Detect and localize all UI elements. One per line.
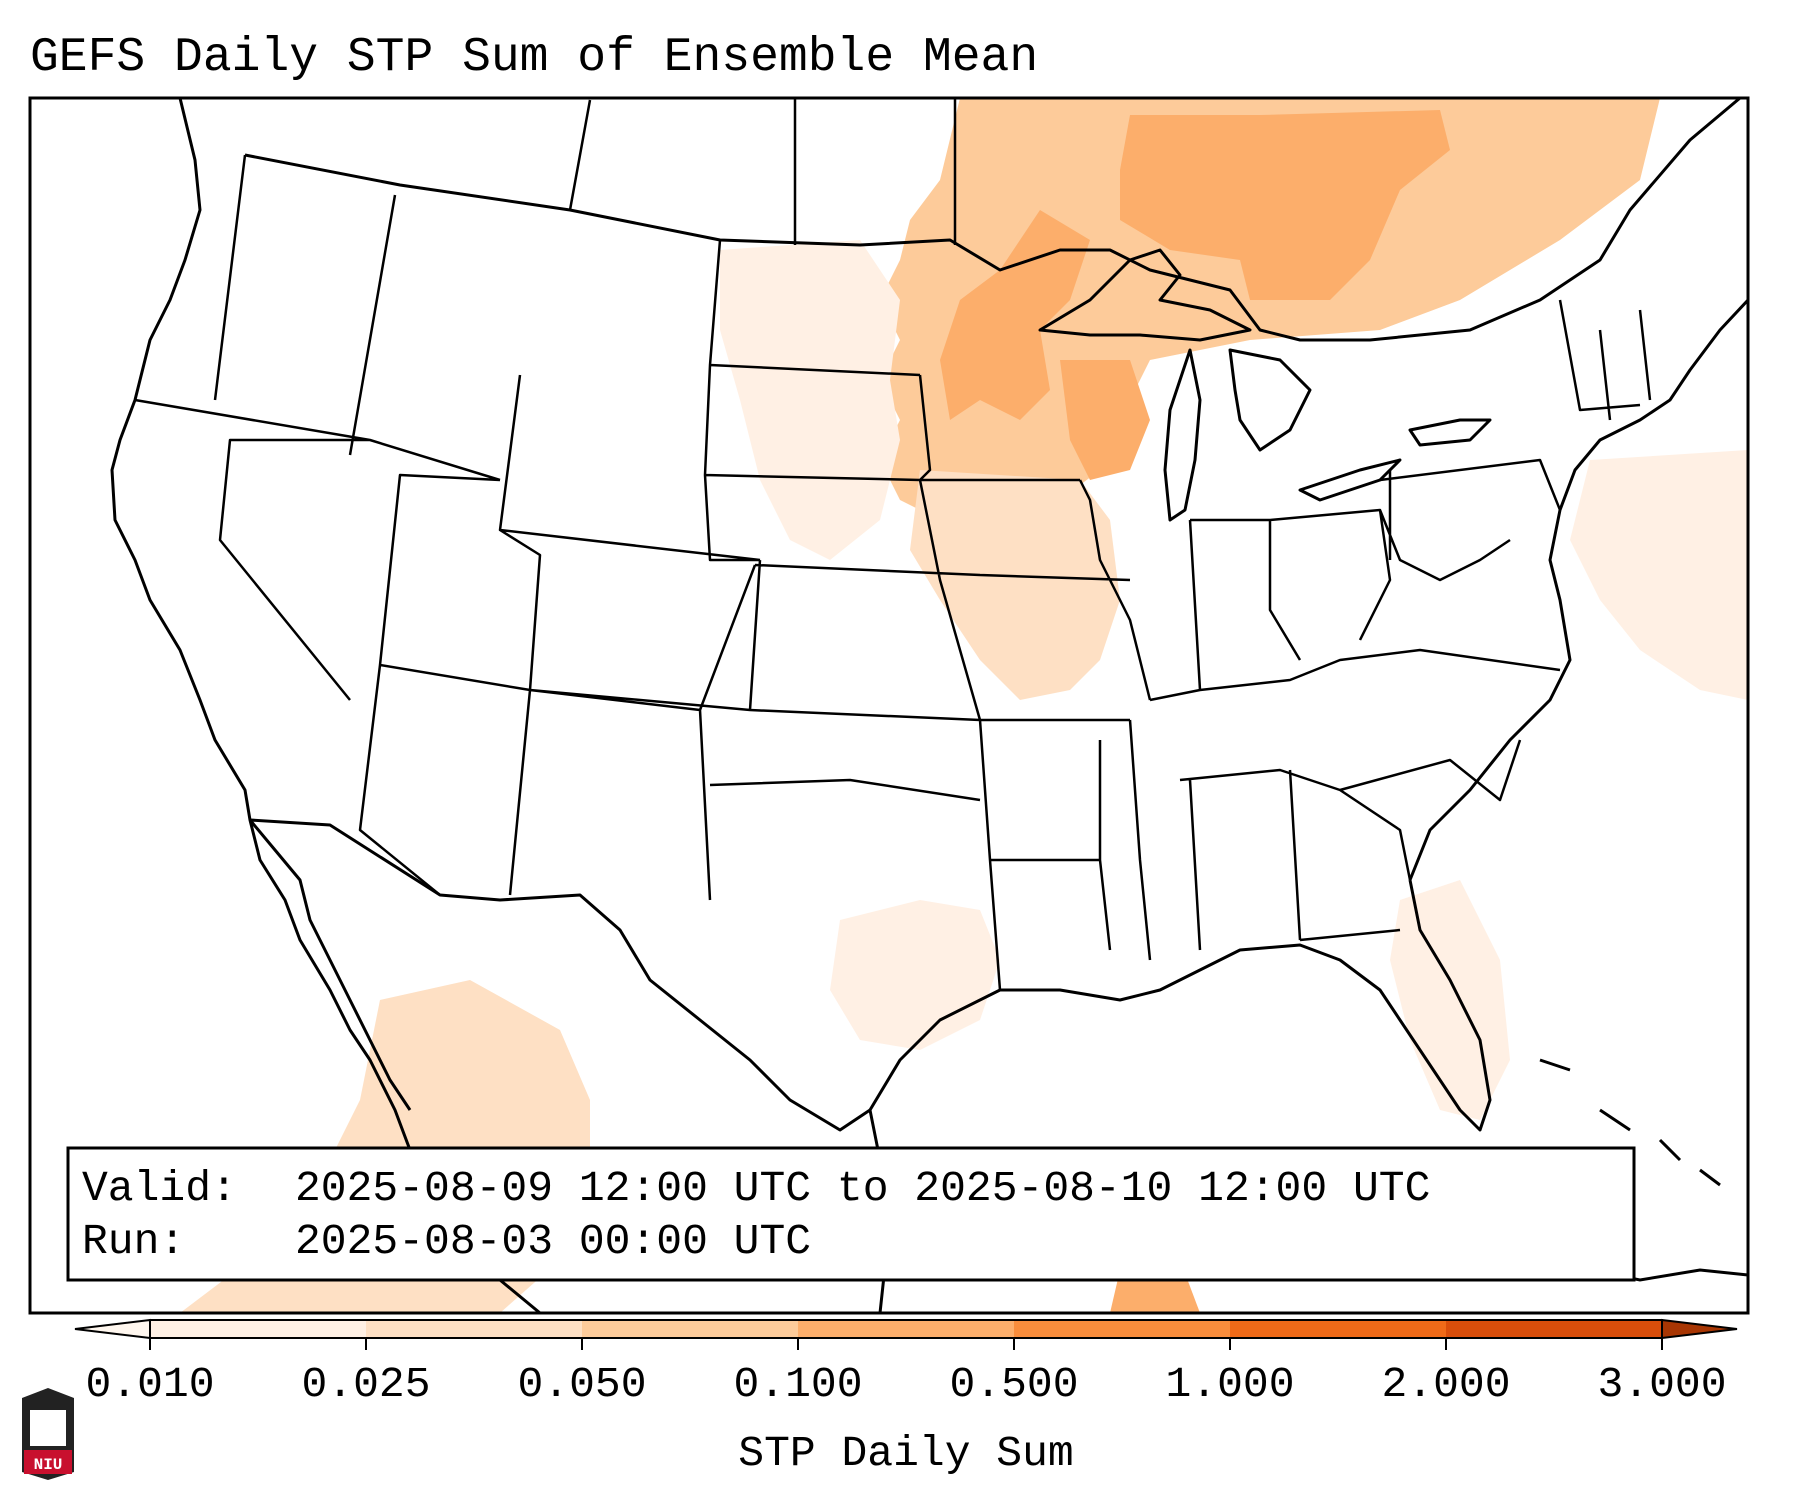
colorbar-border xyxy=(149,1319,1663,1339)
info-box-border xyxy=(66,1146,1636,1282)
colorbar-ticks: 0.010 0.025 0.050 0.100 0.500 1.000 2.000 3.000 xyxy=(85,1338,1727,1409)
shading-upper-midwest-ontario-core xyxy=(1120,110,1450,300)
colorbar-extend-min xyxy=(74,1318,151,1340)
bahamas-outline xyxy=(1539,1058,1721,1187)
colorbar-tick-label: 3.000 xyxy=(1597,1360,1726,1409)
info-box: Valid: 2025-08-09 12:00 UTC to 2025-08-1… xyxy=(66,1146,1636,1282)
lake-ontario xyxy=(1408,418,1492,447)
shading-florida-southeast xyxy=(1390,880,1510,1120)
colorbar-tick-label: 0.050 xyxy=(517,1360,646,1409)
colorbar-tick-label: 1.000 xyxy=(1165,1360,1294,1409)
valid-value: 2025-08-09 12:00 UTC to 2025-08-10 12:00… xyxy=(295,1164,1430,1213)
colorbar-segment xyxy=(150,1320,367,1338)
niu-logo: NIU xyxy=(22,1388,74,1480)
shading-atlantic-offshore xyxy=(1570,450,1748,700)
colorbar-tick-label: 0.025 xyxy=(301,1360,430,1409)
valid-label: Valid: xyxy=(82,1164,237,1213)
lake-michigan xyxy=(1163,348,1202,522)
colorbar-segment xyxy=(1014,1320,1231,1338)
logo-building xyxy=(30,1410,66,1446)
colorbar-tick-label: 2.000 xyxy=(1381,1360,1510,1409)
coastline-east xyxy=(1408,298,1748,881)
colorbar-tick-label: 0.100 xyxy=(733,1360,862,1409)
shading-wisconsin-core xyxy=(1060,360,1150,480)
colorbar-tick-label: 0.500 xyxy=(949,1360,1078,1409)
shading-nebraska-dakotas xyxy=(720,240,900,560)
lake-superior xyxy=(1038,248,1252,342)
colorbar-segment xyxy=(366,1320,583,1338)
coastline-gulf xyxy=(868,879,1492,1132)
map-outlines xyxy=(110,98,1748,1313)
coastline-baja xyxy=(248,819,412,1111)
state-lines xyxy=(134,98,1652,991)
border-mexico xyxy=(249,818,871,1132)
colorbar-segment xyxy=(582,1320,799,1338)
map-frame xyxy=(28,96,1750,1315)
logo-text: NIU xyxy=(34,1456,63,1474)
colorbar-segments xyxy=(74,1318,1738,1340)
colorbar-segment xyxy=(1230,1320,1447,1338)
colorbar-label: STP Daily Sum xyxy=(738,1429,1073,1478)
logo-band xyxy=(24,1450,72,1474)
run-value: 2025-08-03 00:00 UTC xyxy=(295,1217,811,1266)
coastline-west xyxy=(110,98,541,1313)
lake-huron xyxy=(1228,348,1312,452)
map-panel xyxy=(30,98,1748,1313)
border-canada xyxy=(244,98,1741,342)
colorbar: 0.010 0.025 0.050 0.100 0.500 1.000 2.000 3.000… xyxy=(74,1318,1738,1478)
colorbar-segment xyxy=(1446,1320,1663,1338)
colorbar-segment xyxy=(798,1320,1015,1338)
colorbar-extend-max xyxy=(1661,1318,1738,1340)
shading-iowa-illinois xyxy=(910,470,1120,700)
map-title: GEFS Daily STP Sum of Ensemble Mean xyxy=(30,31,1038,85)
run-label: Run: xyxy=(82,1217,185,1266)
shading-minnesota-wisconsin-core xyxy=(940,210,1090,420)
colorbar-tick-label: 0.010 xyxy=(85,1360,214,1409)
